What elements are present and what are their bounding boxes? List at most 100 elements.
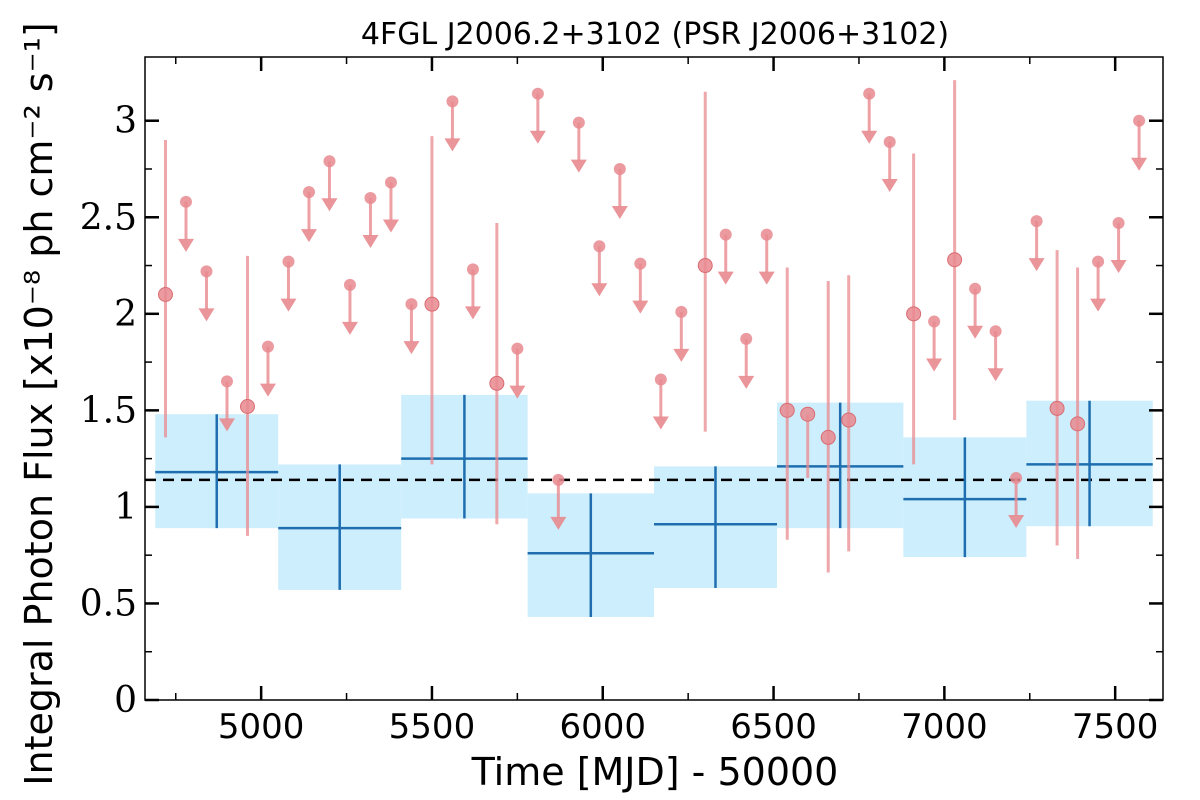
- detection-point: [820, 429, 836, 445]
- upper-limit-arrow: [717, 271, 734, 285]
- upper-limit-arrow: [464, 306, 481, 320]
- detection-point: [239, 398, 255, 414]
- upper-limit-point: [634, 257, 647, 270]
- upper-limit-point: [302, 186, 315, 199]
- upper-limit-point: [179, 195, 192, 208]
- detection-point: [800, 406, 816, 422]
- upper-limit-arrow: [341, 321, 358, 335]
- upper-limit-point: [675, 305, 688, 318]
- y-tick-label: 3: [114, 101, 137, 142]
- upper-limit-arrow: [881, 178, 898, 192]
- upper-limit-arrow: [321, 198, 338, 212]
- upper-limit-arrow: [591, 283, 608, 297]
- upper-limit-arrow: [632, 300, 649, 314]
- x-tick-label: 7000: [901, 707, 988, 747]
- detection-point: [841, 412, 857, 428]
- upper-limit-point: [928, 315, 941, 328]
- plot-frame: [144, 56, 1164, 701]
- upper-limit-point: [1092, 255, 1105, 268]
- plot-area: [145, 80, 1163, 617]
- upper-limit-arrow: [529, 130, 546, 144]
- detection-point: [1070, 416, 1086, 432]
- upper-limit-arrow: [967, 325, 984, 339]
- upper-limit-arrow: [300, 229, 317, 243]
- upper-limit-point: [220, 375, 233, 388]
- y-axis-label: Integral Photon Flux [x10⁻⁸ ph cm⁻² s⁻¹]: [17, 22, 61, 785]
- upper-limit-point: [1010, 471, 1023, 484]
- detection-point: [697, 258, 713, 274]
- upper-limit-point: [200, 265, 213, 278]
- axes: 0 0.5 1 1.5 2 2.5 3 5000 5500 6000 6500 7000 7500: [80, 56, 1164, 747]
- upper-limit-point: [384, 176, 397, 189]
- upper-limit-point: [466, 263, 479, 276]
- upper-limit-point: [1030, 215, 1043, 228]
- upper-limit-point: [969, 282, 982, 295]
- upper-limit-point: [511, 342, 524, 355]
- x-tick-label: 5000: [218, 707, 305, 747]
- upper-limit-arrow: [1008, 514, 1025, 528]
- upper-limit-point: [364, 191, 377, 204]
- upper-limit-arrow: [1028, 258, 1045, 272]
- upper-limit-point: [719, 228, 732, 241]
- upper-limit-point: [760, 228, 773, 241]
- x-tick-label: 6000: [559, 707, 646, 747]
- upper-limit-point: [552, 473, 565, 486]
- upper-limit-point: [446, 95, 459, 108]
- upper-limit-point: [572, 116, 585, 129]
- upper-limit-arrow: [218, 418, 235, 432]
- detection-point: [779, 402, 795, 418]
- upper-limit-point: [989, 325, 1002, 338]
- upper-limit-arrow: [382, 219, 399, 233]
- chart-title: 4FGL J2006.2+3102 (PSR J2006+3102): [361, 17, 949, 52]
- upper-limit-point: [405, 298, 418, 311]
- upper-limit-point: [740, 332, 753, 345]
- upper-limit-arrow: [444, 138, 461, 152]
- y-tick-label: 0.5: [80, 583, 137, 624]
- detection-point: [1049, 400, 1065, 416]
- upper-limit-arrow: [1110, 260, 1127, 274]
- upper-limit-arrow: [403, 341, 420, 355]
- upper-limit-point: [654, 373, 667, 386]
- upper-limit-point: [531, 87, 544, 100]
- detection-point: [424, 296, 440, 312]
- upper-limit-arrow: [926, 358, 943, 372]
- upper-limit-point: [1112, 217, 1125, 230]
- upper-limit-arrow: [1131, 157, 1148, 171]
- x-tick-label: 6500: [730, 707, 817, 747]
- y-tick-label: 2: [114, 294, 137, 335]
- detection-point: [947, 252, 963, 268]
- upper-limit-arrow: [177, 238, 194, 252]
- upper-limit-point: [593, 240, 606, 253]
- x-axis-label: Time [MJD] - 50000: [471, 750, 839, 794]
- y-tick-label: 0: [114, 680, 137, 721]
- y-tick-label: 1: [114, 487, 137, 528]
- x-tick-label: 5500: [389, 707, 476, 747]
- upper-limit-arrow: [570, 159, 587, 173]
- upper-limit-arrow: [738, 375, 755, 389]
- upper-limit-point: [282, 255, 295, 268]
- detection-point: [906, 306, 922, 322]
- upper-limit-arrow: [652, 416, 669, 430]
- upper-limit-arrow: [611, 205, 628, 219]
- upper-limit-arrow: [987, 368, 1004, 382]
- detection-point: [157, 287, 173, 303]
- upper-limit-arrow: [861, 130, 878, 144]
- upper-limit-arrow: [758, 271, 775, 285]
- upper-limit-arrow: [673, 348, 690, 362]
- upper-limit-arrow: [362, 234, 379, 248]
- y-tick-label: 1.5: [80, 390, 137, 431]
- upper-limit-arrow: [259, 383, 276, 397]
- upper-limit-point: [323, 155, 336, 168]
- detection-point: [489, 375, 505, 391]
- upper-limit-point: [343, 278, 356, 291]
- upper-limit-point: [261, 340, 274, 353]
- upper-limit-point: [613, 162, 626, 175]
- upper-limit-point: [883, 135, 896, 148]
- x-tick-label: 7500: [1072, 707, 1159, 747]
- upper-limit-arrow: [550, 516, 567, 530]
- upper-limit-arrow: [280, 298, 297, 312]
- y-tick-label: 2.5: [80, 197, 137, 238]
- upper-limit-arrow: [1090, 298, 1107, 312]
- upper-limit-point: [863, 87, 876, 100]
